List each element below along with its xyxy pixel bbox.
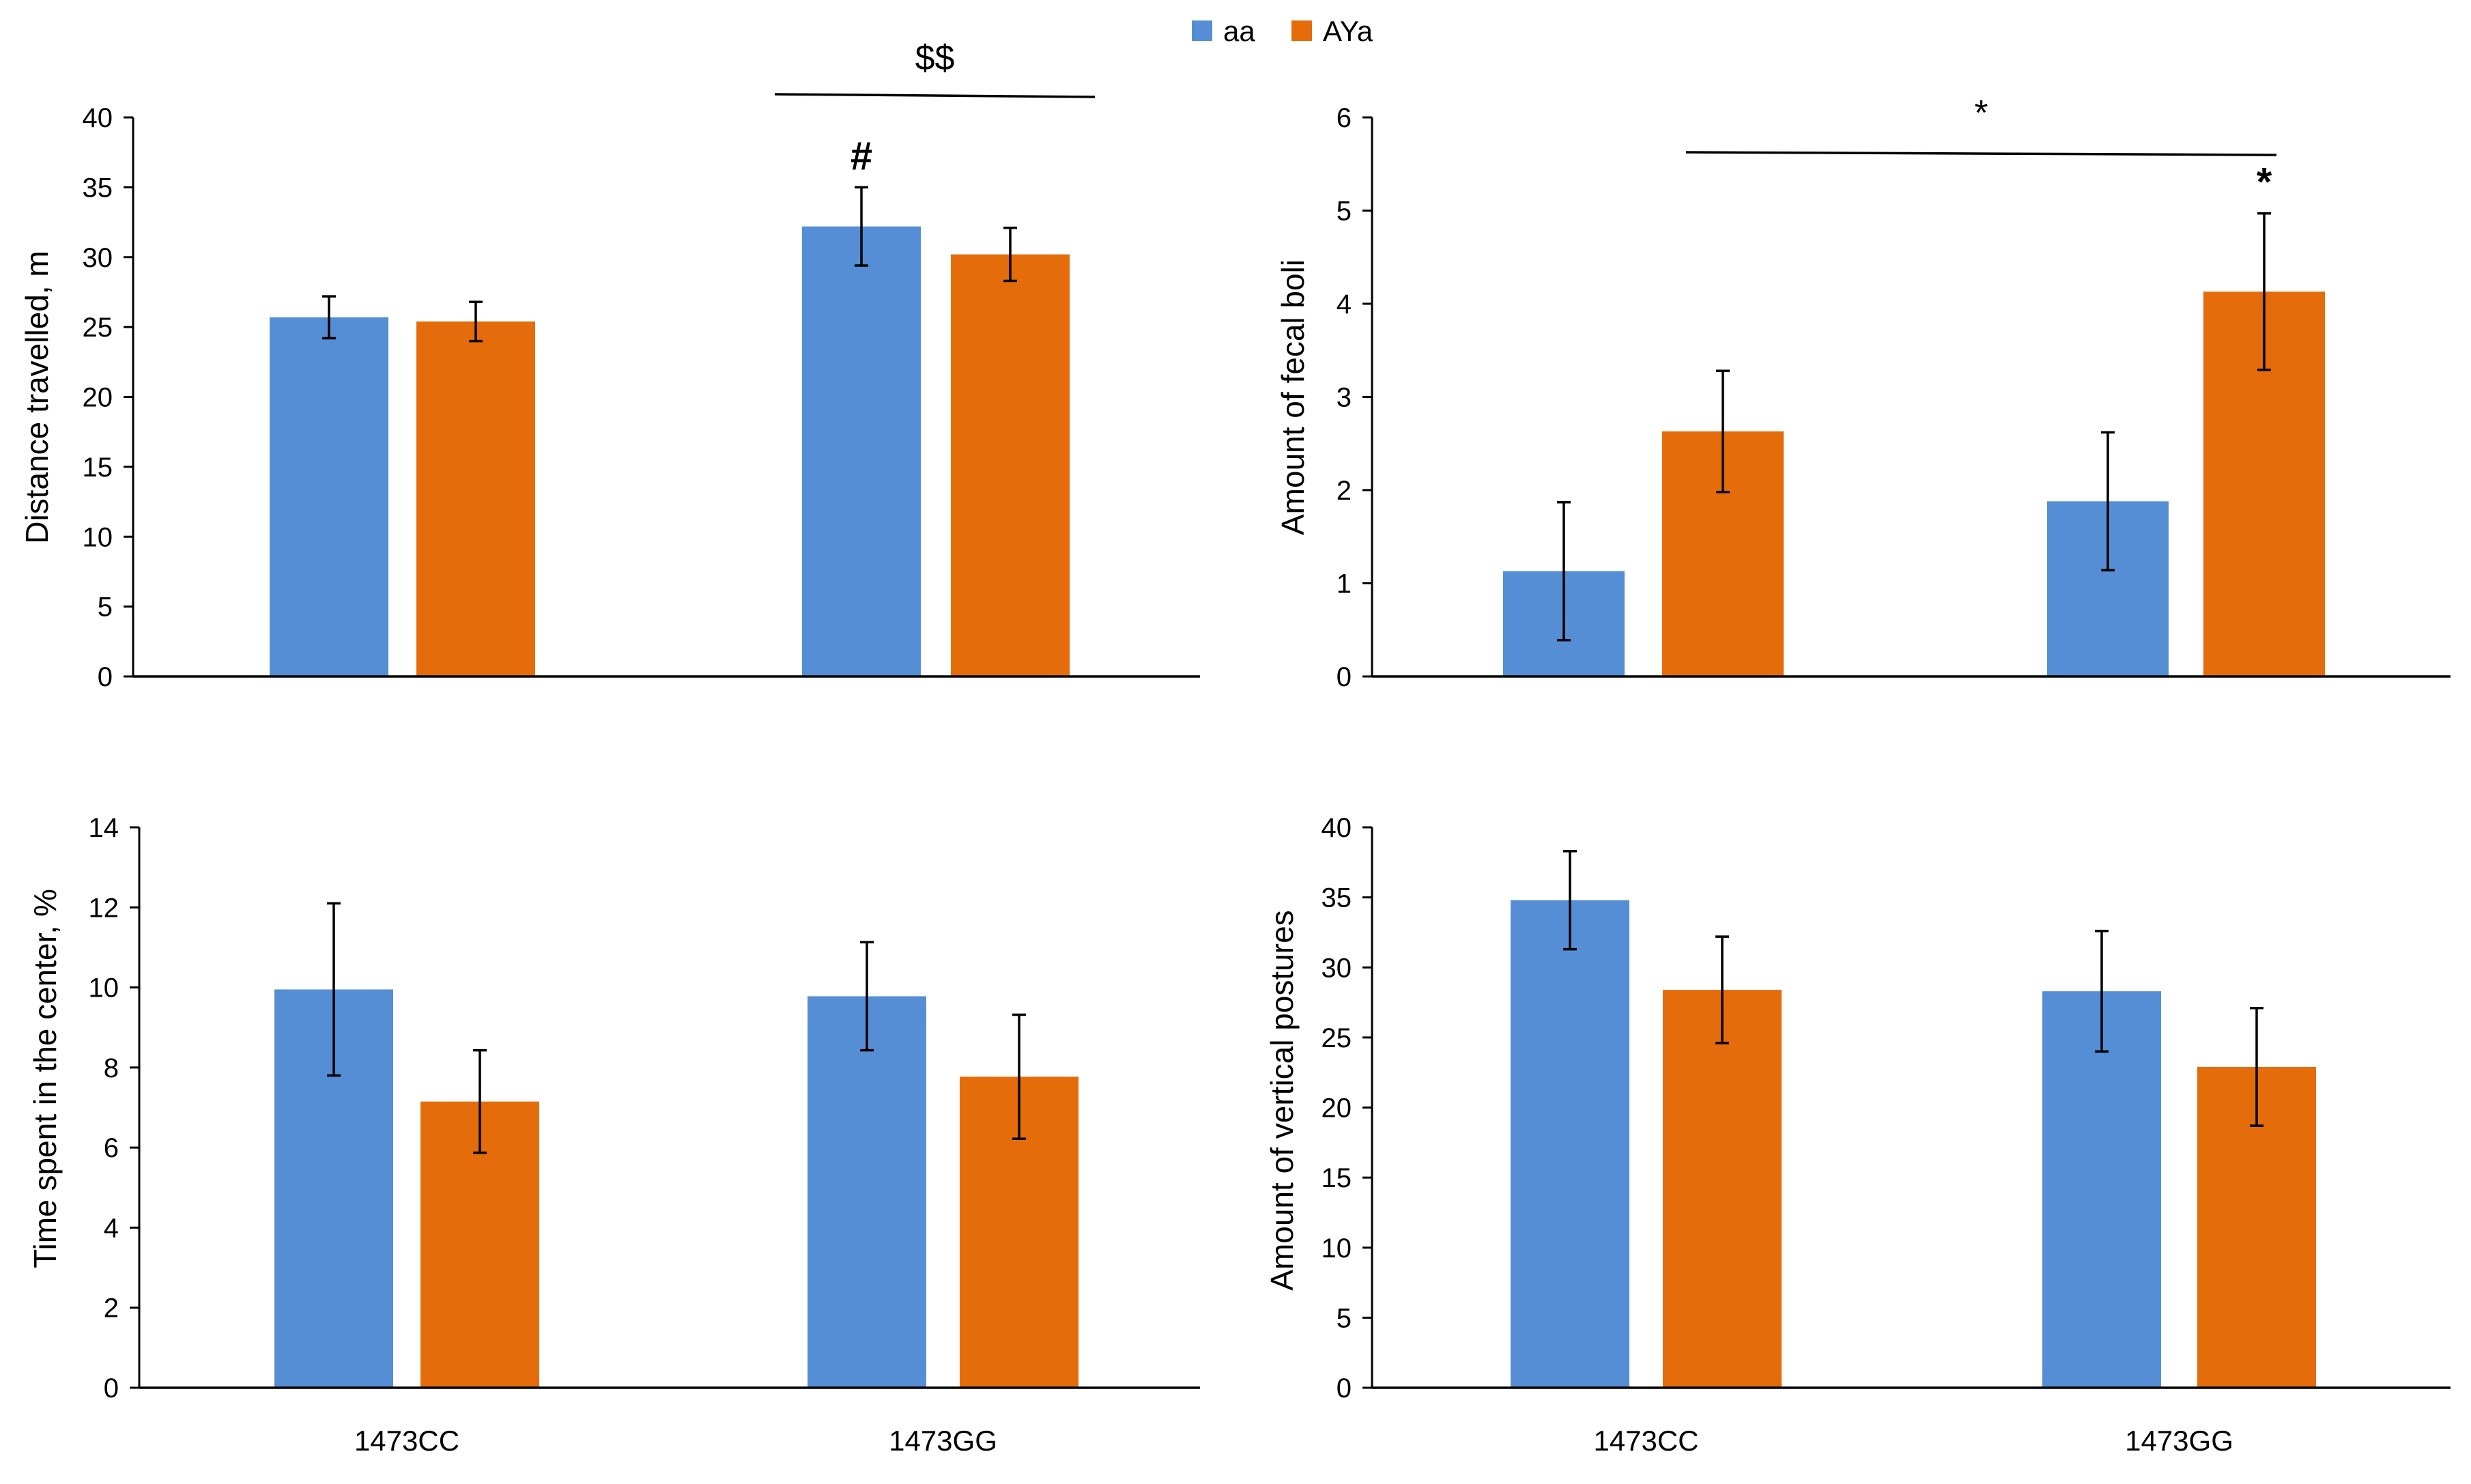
significance-line (1685, 151, 2277, 156)
panel-fecal-boli: 0 1 2 3 4 5 6 Amount of fecal boli * * (1275, 94, 2451, 692)
bar (951, 254, 1070, 676)
legend-swatch-aya (1291, 20, 1312, 41)
y-tick-label: 25 (83, 313, 113, 343)
y-tick-label: 1 (1337, 569, 1352, 599)
bar (416, 321, 535, 676)
y-tick-label: 4 (104, 1213, 119, 1243)
y-tick-label: 10 (83, 522, 113, 552)
y-tick-label: 6 (1337, 103, 1352, 133)
legend: aa AYa (1192, 15, 1373, 47)
y-tick-label: 35 (1322, 883, 1352, 913)
x-tick-label: 1473GG (889, 1425, 997, 1457)
y-tick-label: 20 (1322, 1094, 1352, 1124)
y-tick-label: 2 (1337, 476, 1352, 506)
significance-marker: # (851, 134, 872, 178)
y-tick-label: 0 (104, 1373, 119, 1403)
y-tick-label: 5 (1337, 197, 1352, 227)
bar (270, 317, 388, 677)
y-tick-label: 2 (104, 1294, 119, 1324)
legend-label-aya: AYa (1323, 15, 1373, 47)
significance-label: $$ (915, 38, 955, 78)
bar (802, 226, 921, 677)
y-axis-label: Amount of vertical postures (1264, 910, 1300, 1290)
y-tick-label: 20 (83, 383, 113, 413)
y-tick-label: 10 (1322, 1233, 1352, 1264)
legend-swatch-aa (1192, 20, 1212, 41)
y-tick-label: 15 (1322, 1163, 1352, 1193)
x-tick-label: 1473CC (1593, 1425, 1698, 1457)
bar (2042, 991, 2161, 1388)
y-tick-label: 40 (83, 103, 113, 133)
bar (808, 996, 926, 1388)
y-tick-label: 35 (83, 173, 113, 203)
panel-vertical-postures: 0 5 10 15 20 25 30 35 40 Amount of vertical postu… (1264, 813, 2451, 1457)
y-tick-label: 40 (1322, 813, 1352, 843)
significance-label: * (1974, 94, 1988, 133)
y-tick-label: 12 (89, 893, 119, 923)
y-tick-label: 5 (1337, 1303, 1352, 1333)
y-axis-label: Amount of fecal boli (1275, 259, 1311, 535)
bar (1663, 990, 1782, 1388)
y-tick-label: 14 (89, 813, 119, 843)
y-tick-label: 4 (1337, 289, 1352, 319)
y-tick-label: 5 (98, 593, 113, 623)
bar (1511, 900, 1629, 1388)
significance-line (774, 93, 1096, 98)
y-tick-label: 0 (98, 662, 113, 692)
x-tick-label: 1473CC (354, 1425, 459, 1457)
y-axis-label: Distance travelled, m (19, 251, 55, 544)
y-tick-label: 8 (104, 1053, 119, 1083)
y-tick-label: 10 (89, 973, 119, 1003)
y-tick-label: 15 (83, 453, 113, 483)
y-tick-label: 6 (104, 1133, 119, 1163)
y-tick-label: 30 (1322, 953, 1352, 983)
legend-label-aa: aa (1223, 15, 1255, 47)
significance-marker: * (2257, 160, 2272, 205)
y-tick-label: 3 (1337, 383, 1352, 413)
y-tick-label: 30 (83, 243, 113, 273)
y-tick-label: 0 (1337, 662, 1352, 692)
y-tick-label: 25 (1322, 1023, 1352, 1053)
panel-distance-travelled: 0 5 10 15 20 25 30 35 40 Distance travelled, m # $$ (19, 38, 1200, 692)
panel-time-center: 0 2 4 6 8 10 12 14 Time spent in the center, % 14… (27, 813, 1200, 1457)
y-axis-label: Time spent in the center, % (27, 889, 63, 1268)
x-tick-label: 1473GG (2125, 1425, 2233, 1457)
y-tick-label: 0 (1337, 1373, 1352, 1403)
